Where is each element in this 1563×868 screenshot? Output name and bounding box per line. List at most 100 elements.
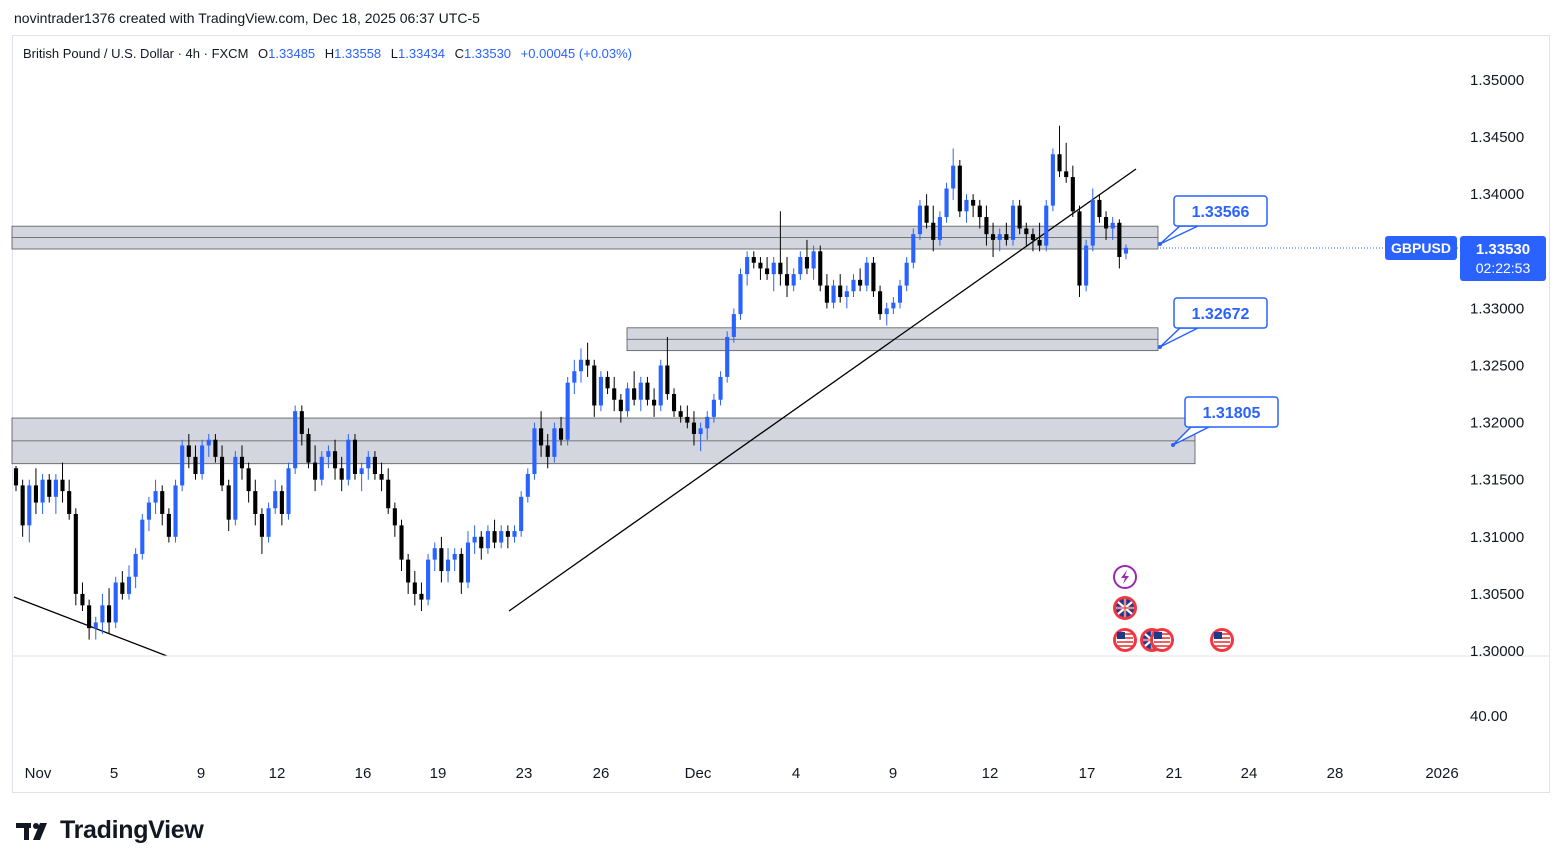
- candle: [951, 148, 956, 200]
- candle: [100, 593, 105, 634]
- candle: [771, 257, 776, 292]
- candle-body: [844, 291, 849, 297]
- candle: [219, 445, 225, 492]
- candle-body: [226, 485, 231, 520]
- price-callout[interactable]: 1.33566: [1158, 195, 1268, 246]
- candle: [485, 525, 490, 554]
- candle: [133, 548, 138, 589]
- candle-body: [206, 439, 211, 446]
- candle: [904, 257, 909, 292]
- ascending-trendline[interactable]: [508, 168, 1137, 612]
- candle: [997, 228, 1002, 252]
- candle-body: [173, 485, 178, 537]
- symbol-description[interactable]: British Pound / U.S. Dollar · 4h · FXCM: [23, 46, 249, 61]
- candle: [406, 553, 411, 594]
- candle: [293, 405, 298, 474]
- candle-body: [239, 456, 245, 469]
- candle-body: [505, 531, 510, 537]
- candle: [878, 285, 883, 320]
- candle-body: [1004, 234, 1009, 240]
- candle: [1117, 219, 1122, 269]
- candle: [465, 531, 471, 589]
- time-axis-tick: 17: [1079, 765, 1096, 782]
- candle-body: [1024, 228, 1029, 235]
- candle-body: [372, 456, 377, 474]
- price-axis-tick: 1.34000: [1470, 186, 1524, 203]
- price-axis-tick: 1.30000: [1470, 643, 1524, 660]
- candle-body: [1070, 177, 1075, 212]
- symbol-tag: [1385, 236, 1457, 260]
- lightning-icon[interactable]: [1113, 565, 1137, 589]
- candle: [412, 571, 417, 606]
- candle: [1044, 199, 1049, 252]
- us-flag-icon[interactable]: [1210, 628, 1234, 652]
- candle-body: [658, 365, 663, 406]
- candle: [897, 279, 903, 309]
- callout-pointer: [1159, 225, 1199, 245]
- time-axis-tick: 12: [982, 765, 999, 782]
- us-flag-icon[interactable]: [1113, 628, 1137, 652]
- candle-body: [539, 428, 544, 446]
- callout-box: [1184, 396, 1279, 428]
- candle: [937, 211, 942, 246]
- candle-body: [944, 188, 949, 218]
- candle-body: [598, 376, 603, 406]
- candle: [313, 445, 318, 492]
- candle-body: [798, 257, 803, 275]
- candle-body: [146, 502, 151, 520]
- candle-body: [166, 513, 171, 537]
- tradingview-logo[interactable]: TradingView: [16, 816, 204, 845]
- candle: [512, 525, 517, 543]
- price-tag-value: 1.33530: [1476, 241, 1530, 258]
- candle: [1097, 194, 1102, 223]
- candle: [286, 462, 291, 520]
- time-axis[interactable]: Nov 5 9 12 16 19 23 26 Dec 4 9 12 17 21 24 28 2026: [25, 765, 1459, 782]
- candle: [113, 576, 118, 629]
- price-callout[interactable]: 1.31805: [1171, 396, 1279, 447]
- candle: [47, 473, 52, 503]
- candle-body: [339, 468, 344, 480]
- bar-countdown: 02:22:53: [1476, 260, 1531, 276]
- candle: [1037, 222, 1042, 252]
- candle: [838, 274, 843, 303]
- candle: [13, 465, 19, 492]
- candle-body: [964, 199, 969, 212]
- candle-body: [286, 468, 291, 514]
- candle-body: [731, 314, 736, 337]
- candle: [499, 525, 504, 549]
- candle: [1030, 228, 1036, 252]
- candle: [658, 359, 663, 412]
- candle: [226, 479, 231, 532]
- candle-body: [997, 234, 1002, 240]
- candle-body: [279, 491, 284, 514]
- candle-body: [1057, 154, 1062, 172]
- candle-body: [332, 451, 338, 469]
- candles-layer: [13, 125, 1129, 640]
- candle-body: [984, 217, 989, 235]
- candle-body: [259, 513, 264, 537]
- candle: [259, 508, 264, 554]
- candle: [891, 296, 896, 315]
- price-axis[interactable]: 1.350001.345001.340001.335001.330001.325…: [1470, 72, 1524, 660]
- candle: [472, 525, 477, 554]
- uk-flag-icon[interactable]: [1113, 596, 1137, 620]
- time-axis-tick: 21: [1166, 765, 1183, 782]
- time-axis-tick: 28: [1327, 765, 1344, 782]
- candle: [711, 394, 716, 423]
- candle-body: [897, 285, 903, 303]
- candle-body: [625, 388, 630, 412]
- chart-credit: novintrader1376 created with TradingView…: [14, 10, 480, 26]
- candle-body: [492, 531, 497, 543]
- candle: [765, 257, 770, 280]
- candle: [685, 405, 690, 429]
- candle: [1103, 211, 1109, 240]
- candle-body: [525, 473, 530, 497]
- price-callout[interactable]: 1.32672: [1158, 297, 1268, 349]
- candle: [193, 445, 198, 480]
- candle-body: [499, 531, 504, 543]
- us-flag-icon[interactable]: [1150, 628, 1174, 652]
- callout-box: [1173, 195, 1268, 227]
- candle-body: [1110, 222, 1115, 229]
- candle-body: [691, 422, 697, 435]
